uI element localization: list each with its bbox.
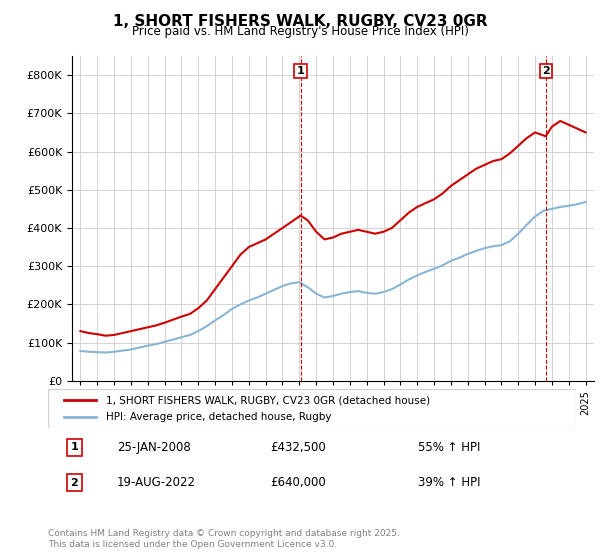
Text: £432,500: £432,500 — [270, 441, 326, 454]
Text: Price paid vs. HM Land Registry's House Price Index (HPI): Price paid vs. HM Land Registry's House … — [131, 25, 469, 38]
Text: 2: 2 — [542, 66, 550, 76]
Text: 1, SHORT FISHERS WALK, RUGBY, CV23 0GR: 1, SHORT FISHERS WALK, RUGBY, CV23 0GR — [113, 14, 487, 29]
Text: 19-AUG-2022: 19-AUG-2022 — [116, 477, 196, 489]
Text: 39% ↑ HPI: 39% ↑ HPI — [418, 477, 480, 489]
FancyBboxPatch shape — [48, 389, 576, 428]
Text: 2: 2 — [71, 478, 78, 488]
Text: 1: 1 — [71, 442, 78, 452]
Text: 1: 1 — [296, 66, 304, 76]
Text: Contains HM Land Registry data © Crown copyright and database right 2025.
This d: Contains HM Land Registry data © Crown c… — [48, 529, 400, 549]
Text: £640,000: £640,000 — [270, 477, 326, 489]
Text: 1, SHORT FISHERS WALK, RUGBY, CV23 0GR (detached house): 1, SHORT FISHERS WALK, RUGBY, CV23 0GR (… — [106, 395, 430, 405]
Text: HPI: Average price, detached house, Rugby: HPI: Average price, detached house, Rugb… — [106, 412, 332, 422]
Text: 55% ↑ HPI: 55% ↑ HPI — [418, 441, 480, 454]
Text: 25-JAN-2008: 25-JAN-2008 — [116, 441, 190, 454]
